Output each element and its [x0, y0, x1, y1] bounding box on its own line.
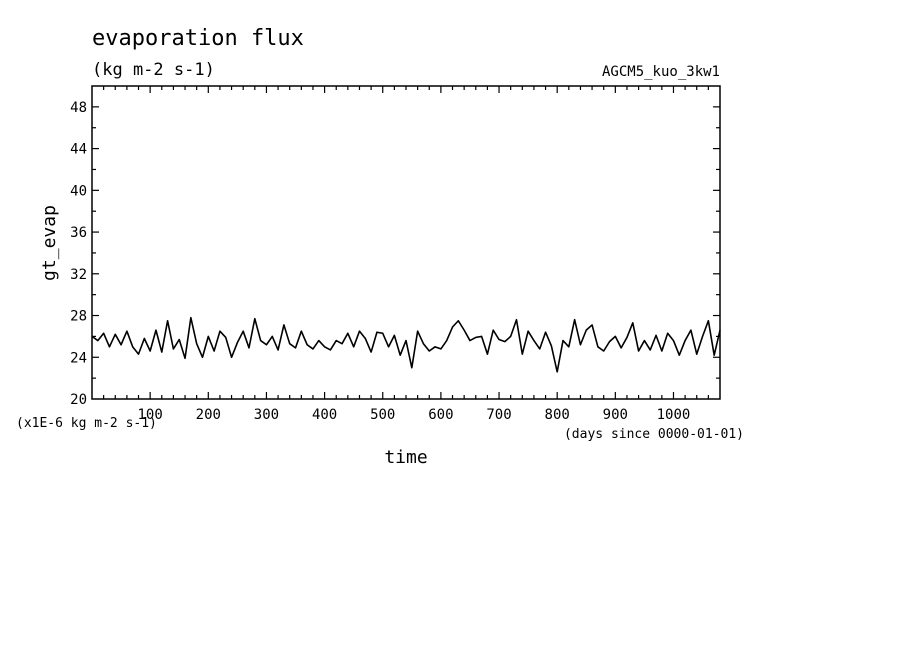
series-line: [91, 316, 721, 373]
y-scale-label: (x1E-6 kg m-2 s-1): [16, 416, 157, 431]
x-tick-label: 900: [603, 407, 628, 423]
units-label: (kg m-2 s-1): [92, 60, 215, 80]
x-axis-title: time: [384, 447, 427, 468]
x-tick-label: 600: [428, 407, 453, 423]
x-units-label: (days since 0000-01-01): [564, 427, 744, 442]
y-tick-label: 24: [70, 350, 87, 366]
plot-frame: [91, 85, 721, 400]
x-tick-label: 100: [137, 407, 162, 423]
y-tick-label: 36: [70, 225, 87, 241]
y-axis-title: gt_evap: [39, 205, 60, 281]
chart-title: evaporation flux: [92, 26, 304, 51]
run-label: AGCM5_kuo_3kw1: [602, 64, 720, 80]
y-tick-label: 48: [70, 100, 87, 116]
x-tick-label: 300: [254, 407, 279, 423]
x-tick-label: 800: [545, 407, 570, 423]
x-tick-label: 400: [312, 407, 337, 423]
y-tick-label: 32: [70, 267, 87, 283]
y-tick-label: 40: [70, 183, 87, 199]
x-tick-label: 700: [486, 407, 511, 423]
tick-labels: 100 200 300 400 500 600 700 800 900 1000 20 24 28 32 3…: [70, 100, 690, 423]
y-tick-label: 28: [70, 309, 87, 325]
x-tick-label: 1000: [657, 407, 691, 423]
y-tick-label: 20: [70, 392, 87, 408]
y-tick-label: 44: [70, 142, 87, 158]
x-tick-label: 500: [370, 407, 395, 423]
x-tick-label: 200: [196, 407, 221, 423]
